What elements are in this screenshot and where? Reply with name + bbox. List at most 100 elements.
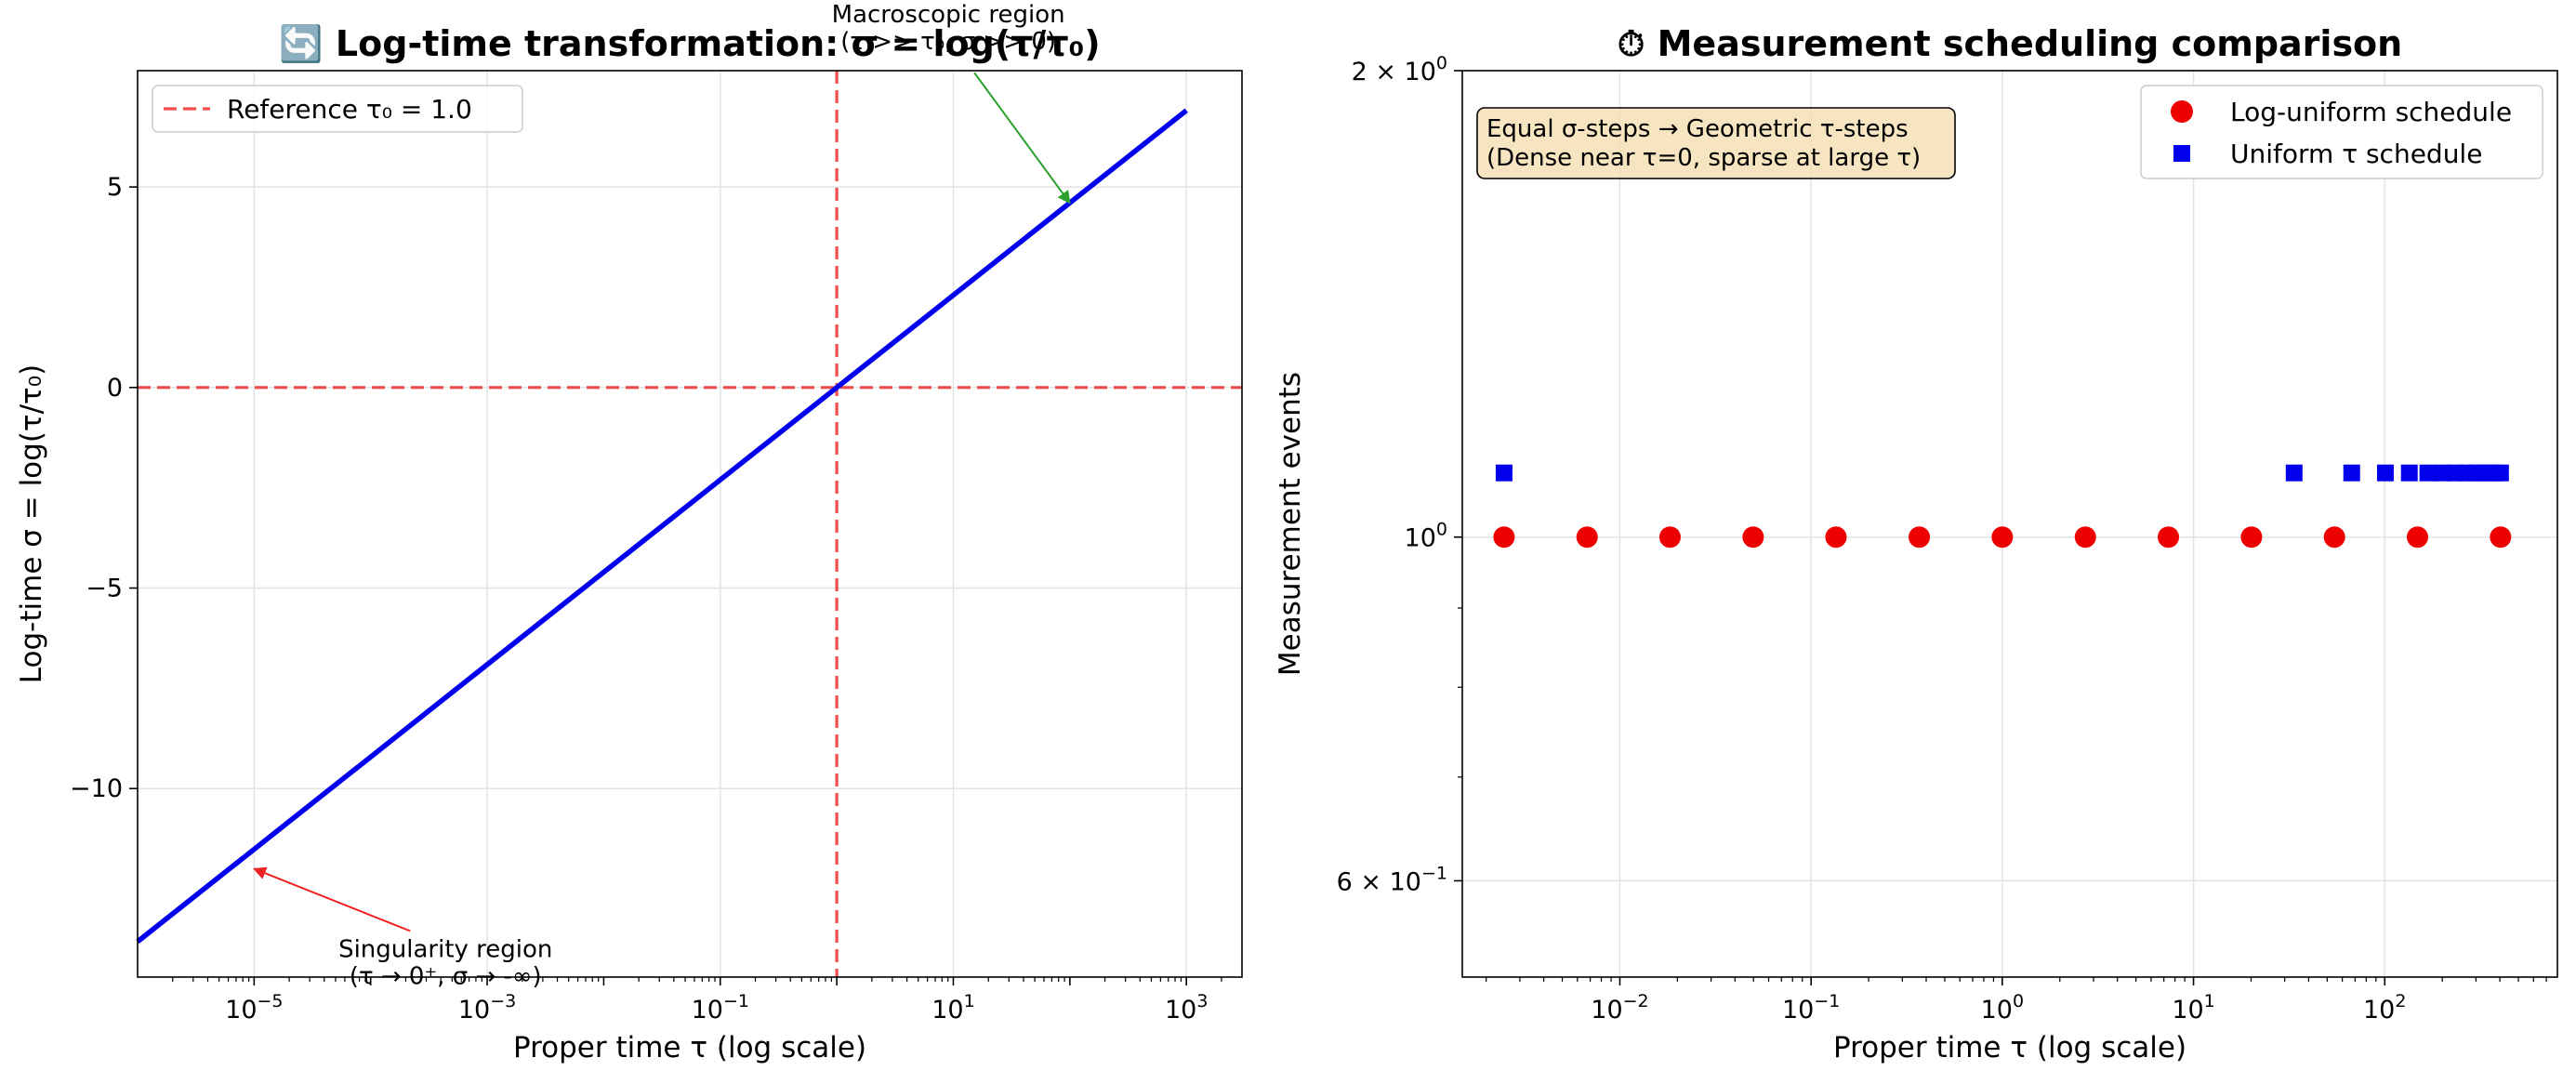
tick-base: 10 — [1165, 996, 1196, 1025]
tick-exponent: −1 — [723, 991, 749, 1011]
tick-exponent: 1 — [964, 991, 975, 1011]
y-axis-label: Log-time σ = log(τ/τ₀) — [15, 364, 48, 683]
tick-base: 10 — [931, 996, 963, 1025]
legend: Reference τ₀ = 1.0 — [152, 85, 523, 133]
info-box-text: Equal σ-steps → Geometric τ-steps — [1486, 115, 1909, 143]
legend-swatch — [2171, 100, 2193, 123]
annotation-arrow — [973, 72, 1071, 205]
tick-exponent: −1 — [1814, 991, 1840, 1011]
info-box-background — [1476, 107, 1956, 179]
tick-exponent: 0 — [2013, 991, 2024, 1011]
x-tick-label: 100 — [1981, 991, 2024, 1025]
uniform-tau-point — [2419, 464, 2437, 482]
x-tick-label: 101 — [2172, 991, 2214, 1025]
y-tick-label: 100 — [1405, 520, 1447, 553]
log-uniform-point — [2323, 526, 2345, 549]
measurement-scheduling-plot: ⏱ Measurement scheduling comparison Equa… — [1274, 23, 2558, 1064]
uniform-tau-point — [2400, 464, 2418, 482]
log-uniform-point — [2490, 526, 2512, 549]
legend-label: Reference τ₀ = 1.0 — [227, 94, 472, 125]
scatter-points — [1493, 464, 2512, 549]
log-uniform-point — [1493, 526, 1515, 549]
tick-base: 10 — [225, 996, 257, 1025]
x-tick-label: 102 — [2363, 991, 2406, 1025]
log-uniform-point — [1576, 526, 1598, 549]
tick-base: 10 — [2172, 996, 2203, 1025]
x-tick-label: 101 — [931, 991, 974, 1025]
log-uniform-point — [2074, 526, 2096, 549]
tick-exponent: −3 — [490, 991, 516, 1011]
log-uniform-point — [1825, 526, 1847, 549]
tick-exponent: −2 — [1623, 991, 1649, 1011]
x-tick-label: 10−3 — [458, 991, 516, 1025]
tick-base: 6 × 10 — [1337, 867, 1421, 896]
tick-base: 10 — [2363, 996, 2395, 1025]
legend-label: Log-uniform schedule — [2230, 97, 2512, 127]
uniform-tau-point — [2491, 464, 2509, 482]
tick-base: 10 — [1591, 996, 1622, 1025]
tick-exponent: −1 — [1421, 863, 1447, 883]
plot-frame — [1461, 70, 2558, 978]
tick-base: 10 — [1782, 996, 1814, 1025]
log-uniform-point — [2158, 526, 2180, 549]
tick-exponent: 0 — [1436, 53, 1447, 73]
x-ticks: 10−5 10−3 10−1 101 103 — [172, 977, 1222, 1025]
log-time-transformation-plot: 🔄 Log-time transformation: σ = log(τ/τ₀)… — [15, 1, 1243, 1064]
y-tick-label: −5 — [86, 575, 123, 603]
y-tick-label: 2 × 100 — [1352, 53, 1447, 86]
tick-exponent: 3 — [1196, 991, 1208, 1011]
annotation-text: (τ >> τ₀, σ >> 0) — [840, 28, 1056, 56]
tick-base: 10 — [1981, 996, 2013, 1025]
x-tick-label: 10−2 — [1591, 991, 1648, 1025]
annotation-text: Singularity region — [338, 935, 552, 963]
uniform-tau-point — [2434, 464, 2451, 482]
y-tick-label: 6 × 10−1 — [1337, 863, 1447, 896]
x-tick-label: 103 — [1165, 991, 1208, 1025]
y-axis-label: Measurement events — [1274, 372, 1307, 676]
legend-box — [152, 85, 523, 133]
annotation-arrow — [253, 866, 411, 932]
x-ticks: 10−2 10−1 100 101 102 — [1486, 977, 2547, 1025]
uniform-tau-point — [2343, 464, 2360, 482]
tick-exponent: 1 — [2204, 991, 2215, 1011]
log-uniform-point — [1658, 526, 1681, 549]
uniform-tau-point — [2376, 464, 2394, 482]
legend: Log-uniform schedule Uniform τ schedule — [2140, 85, 2543, 179]
tick-exponent: 2 — [2395, 991, 2406, 1011]
grid-lines — [1462, 70, 2557, 977]
grid-lines — [138, 71, 1242, 977]
log-uniform-point — [1742, 526, 1764, 549]
tick-base: 10 — [1405, 524, 1436, 553]
y-tick-label: 5 — [107, 173, 123, 202]
chart-title: 🔄 Log-time transformation: σ = log(τ/τ₀) — [279, 23, 1100, 64]
x-axis-label: Proper time τ (log scale) — [1833, 1031, 2186, 1064]
info-box-text: (Dense near τ=0, sparse at large τ) — [1486, 144, 1921, 172]
legend-swatch — [2173, 145, 2190, 162]
tick-base: 2 × 10 — [1352, 58, 1436, 86]
log-uniform-point — [1991, 526, 2014, 549]
legend-label: Uniform τ schedule — [2230, 139, 2482, 169]
tick-base: 10 — [692, 996, 723, 1025]
tick-exponent: 0 — [1436, 520, 1447, 540]
y-tick-label: −10 — [70, 774, 123, 803]
y-tick-label: 0 — [107, 374, 123, 403]
reference-lines — [138, 71, 1242, 977]
tick-base: 10 — [458, 996, 490, 1025]
sigma-line — [136, 108, 1188, 944]
annotation-text: Macroscopic region — [832, 1, 1065, 29]
annotations: Macroscopic region(τ >> τ₀, σ >> 0) Singu… — [253, 1, 1071, 990]
x-axis-label: Proper time τ (log scale) — [513, 1031, 866, 1064]
x-tick-label: 10−1 — [1782, 991, 1840, 1025]
series-lines — [136, 108, 1188, 944]
chart-title: ⏱ Measurement scheduling comparison — [1618, 23, 2402, 64]
log-uniform-point — [1909, 526, 1931, 549]
info-box: Equal σ-steps → Geometric τ-steps(Dense … — [1476, 107, 1956, 179]
x-tick-label: 10−1 — [692, 991, 749, 1025]
uniform-tau-point — [2285, 464, 2303, 482]
log-uniform-point — [2407, 526, 2429, 549]
plot-frame — [137, 70, 1243, 978]
log-uniform-point — [2240, 526, 2263, 549]
y-ticks: 5 0 −5 −10 — [70, 173, 138, 803]
